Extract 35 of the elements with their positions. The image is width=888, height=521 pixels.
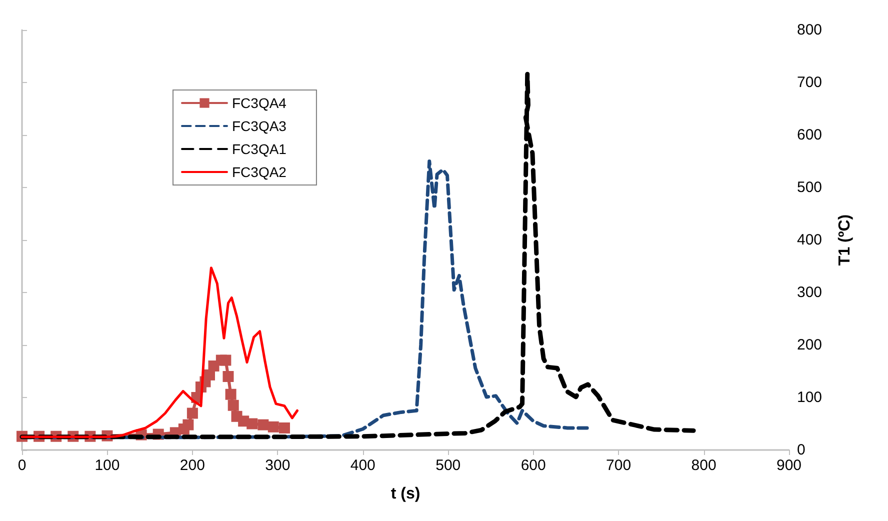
- point: [220, 354, 232, 366]
- y-tick-label: 0: [797, 442, 806, 458]
- x-axis-title: t (s): [390, 486, 420, 502]
- x-tick-label: 100: [94, 457, 120, 474]
- y-tick-label: 300: [797, 284, 822, 301]
- point: [182, 419, 194, 430]
- point: [246, 418, 258, 430]
- point: [225, 388, 236, 400]
- y-tick-label: 100: [797, 389, 822, 406]
- x-tick-label: 300: [265, 457, 290, 474]
- legend-label: FC3QA2: [232, 164, 287, 180]
- point: [222, 371, 234, 382]
- x-tick-label: 400: [350, 457, 376, 474]
- point: [258, 419, 269, 430]
- x-tick-label: 900: [776, 457, 802, 474]
- point: [268, 421, 279, 432]
- legend-label: FC3QA3: [232, 118, 287, 134]
- x-tick-label: 200: [180, 457, 205, 474]
- x-tick-label: 600: [520, 457, 546, 474]
- x-tick-label: 800: [691, 457, 716, 474]
- point: [278, 422, 290, 434]
- point: [186, 408, 198, 419]
- y-tick-label: 500: [797, 179, 822, 196]
- y-tick-label: 700: [797, 74, 822, 91]
- point: [228, 400, 239, 411]
- y-tick-label: 800: [797, 22, 822, 38]
- y-tick-label: 400: [797, 232, 822, 248]
- x-tick-label: 700: [606, 457, 632, 474]
- y-tick-label: 600: [797, 126, 822, 144]
- legend-label: FC3QA1: [232, 141, 287, 157]
- legend-label: FC3QA4: [232, 95, 287, 111]
- y-tick-label: 200: [797, 336, 822, 354]
- y-axis-title: T1 (ºC): [836, 214, 854, 266]
- x-tick-label: 0: [18, 457, 26, 474]
- x-tick-label: 500: [436, 457, 461, 474]
